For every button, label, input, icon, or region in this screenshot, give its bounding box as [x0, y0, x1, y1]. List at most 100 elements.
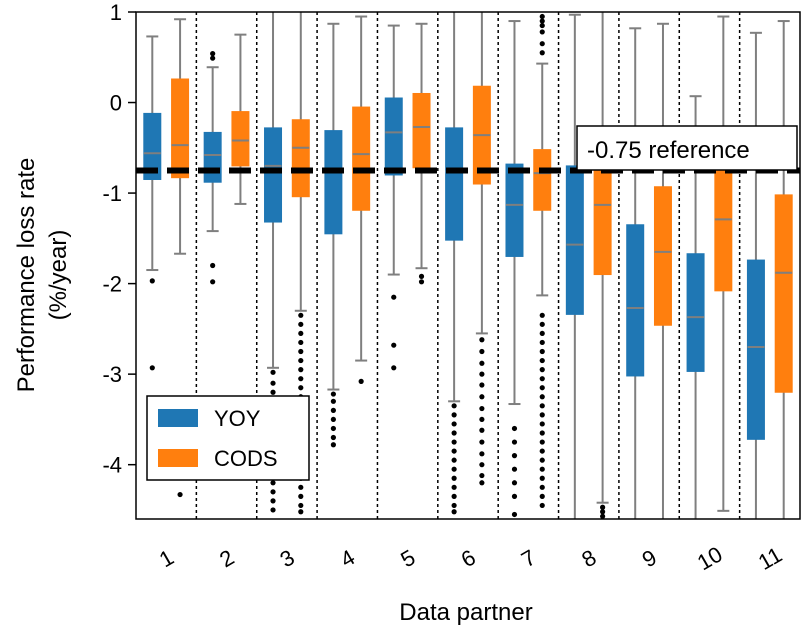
- outlier-point: [451, 412, 457, 418]
- outlier-point: [539, 357, 545, 364]
- outlier-point: [539, 18, 545, 24]
- x-tick-label: 3: [276, 545, 299, 573]
- outlier-point: [298, 484, 304, 490]
- x-tick-label: 2: [215, 545, 238, 573]
- box-iqr: [324, 130, 343, 235]
- outlier-point: [539, 13, 545, 20]
- outlier-point: [479, 382, 485, 388]
- outlier-point: [270, 480, 276, 486]
- reference-label-box: [576, 125, 798, 171]
- outlier-point: [210, 279, 216, 285]
- legend-label-cods: CODS: [214, 446, 278, 471]
- outlier-point: [451, 509, 457, 515]
- outlier-point: [298, 385, 304, 391]
- outlier-point: [270, 489, 276, 495]
- outlier-point: [451, 457, 457, 463]
- x-tick-label: 10: [693, 541, 727, 575]
- box-cods-partner-5: [412, 22, 431, 285]
- outlier-point: [600, 513, 606, 519]
- x-axis-label: Data partner: [399, 599, 532, 626]
- box-yoy-partner-5: [384, 24, 403, 371]
- x-tick-label: 4: [336, 545, 359, 573]
- box-iqr: [352, 106, 371, 211]
- box-iqr: [445, 127, 464, 241]
- box-iqr: [593, 163, 612, 276]
- outlier-point: [479, 371, 485, 377]
- box-iqr: [686, 253, 705, 372]
- legend-swatch-yoy: [158, 409, 198, 427]
- box-cods-partner-1: [171, 18, 190, 498]
- outlier-point: [479, 472, 485, 479]
- box-cods-partner-2: [231, 33, 250, 205]
- outlier-point: [539, 403, 545, 409]
- outlier-point: [451, 484, 457, 490]
- outlier-point: [391, 294, 397, 300]
- legend: YOY CODS: [146, 395, 310, 481]
- outlier-point: [451, 475, 457, 481]
- outlier-point: [479, 427, 485, 433]
- outlier-point: [330, 425, 336, 432]
- outlier-point: [539, 29, 545, 35]
- outlier-point: [391, 342, 397, 348]
- legend-swatch-cods: [158, 449, 198, 467]
- box-iqr: [533, 149, 552, 211]
- box-yoy-partner-10: [686, 95, 705, 519]
- box-iqr: [774, 194, 793, 393]
- outlier-point: [270, 389, 276, 395]
- outlier-point: [330, 416, 336, 423]
- box-iqr: [264, 127, 283, 223]
- outlier-point: [210, 55, 216, 61]
- outlier-point: [479, 451, 485, 457]
- y-axis-label-line-2: (%/year): [45, 230, 72, 321]
- outlier-point: [451, 448, 457, 454]
- outlier-point: [539, 312, 545, 318]
- y-tick-label: 1: [110, 0, 122, 25]
- legend-label-yoy: YOY: [214, 406, 261, 431]
- x-tick-label: 8: [577, 545, 600, 573]
- outlier-point: [539, 50, 545, 56]
- box-cods-partner-11: [774, 20, 793, 519]
- outlier-point: [539, 321, 545, 327]
- x-axis: 1 2 3 4 5 6 7 8 9 10 11: [155, 541, 786, 575]
- outlier-point: [539, 348, 545, 355]
- outlier-point: [511, 453, 518, 459]
- x-tick-label: 1: [155, 545, 178, 573]
- y-tick-label: -4: [102, 453, 122, 478]
- outlier-point: [330, 407, 336, 413]
- box-iqr: [746, 259, 765, 440]
- outlier-point: [539, 466, 545, 472]
- outlier-point: [539, 502, 545, 509]
- box-iqr: [626, 224, 645, 377]
- outlier-point: [479, 348, 485, 355]
- outlier-point: [330, 442, 336, 448]
- outlier-point: [479, 337, 485, 343]
- outlier-point: [298, 357, 304, 364]
- outlier-point: [298, 312, 304, 318]
- box-cods-partner-4: [352, 15, 371, 384]
- outlier-point: [539, 41, 545, 47]
- outlier-point: [210, 51, 216, 57]
- y-axis: 1 0 -1 -2 -3 -4: [102, 0, 136, 478]
- box-iqr: [565, 165, 584, 315]
- box-iqr: [171, 78, 190, 179]
- plot-area: [135, 11, 801, 520]
- outlier-point: [298, 493, 304, 499]
- box-iqr: [714, 160, 733, 292]
- outlier-point: [539, 22, 545, 29]
- plot-frame: [135, 11, 801, 520]
- y-tick-label: -2: [102, 272, 122, 297]
- outlier-point: [270, 498, 276, 504]
- outlier-point: [539, 367, 545, 373]
- outlier-point: [451, 430, 457, 436]
- box-yoy-partner-11: [746, 31, 765, 519]
- outlier-point: [479, 462, 485, 468]
- outlier-point: [451, 502, 457, 509]
- box-iqr: [505, 163, 524, 257]
- outlier-point: [210, 262, 216, 269]
- outlier-point: [298, 321, 304, 327]
- box-iqr: [203, 131, 222, 183]
- outlier-point: [539, 376, 545, 382]
- outlier-point: [298, 502, 304, 509]
- outlier-point: [270, 369, 276, 375]
